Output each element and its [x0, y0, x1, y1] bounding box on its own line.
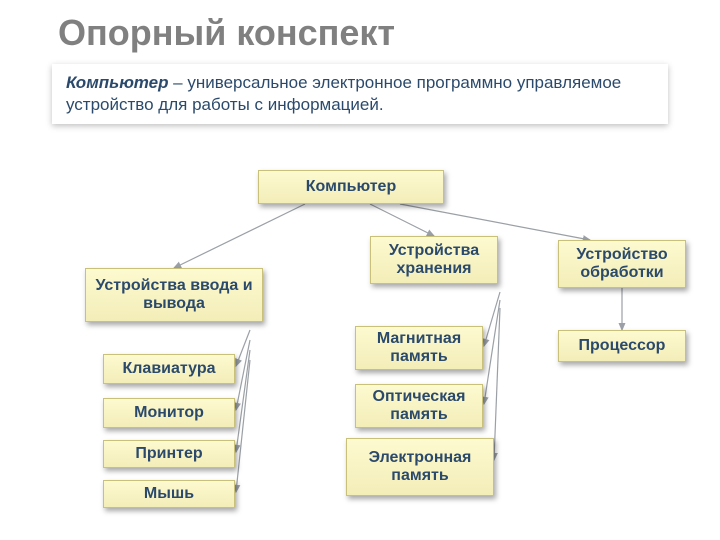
- edge-io-mouse: [236, 360, 250, 492]
- node-magnetic: Магнитная память: [355, 326, 483, 370]
- edge-root-io: [174, 204, 305, 268]
- edge-storage-optical: [484, 300, 500, 404]
- node-proc_dev: Устройство обработки: [558, 240, 686, 288]
- edge-root-storage: [370, 204, 434, 236]
- node-storage: Устройства хранения: [370, 236, 498, 284]
- edge-io-printer: [236, 350, 250, 452]
- definition-box: Компьютер – универсальное электронное пр…: [52, 64, 668, 124]
- node-printer: Принтер: [103, 440, 235, 468]
- edge-storage-electronic: [494, 308, 500, 460]
- node-electronic: Электронная память: [346, 438, 494, 496]
- node-cpu: Процессор: [558, 330, 686, 362]
- node-io: Устройства ввода и вывода: [85, 268, 263, 322]
- node-optical: Оптическая память: [355, 384, 483, 428]
- node-monitor: Монитор: [103, 398, 235, 428]
- edge-io-monitor: [236, 340, 250, 410]
- page-title: Опорный конспект: [58, 12, 395, 54]
- edge-io-keyboard: [236, 330, 250, 366]
- definition-term: Компьютер: [66, 73, 168, 92]
- node-mouse: Мышь: [103, 480, 235, 508]
- edge-root-proc_dev: [400, 204, 590, 240]
- node-root: Компьютер: [258, 170, 444, 204]
- node-keyboard: Клавиатура: [103, 354, 235, 384]
- definition-dash: –: [168, 73, 187, 92]
- edge-storage-magnetic: [484, 292, 500, 346]
